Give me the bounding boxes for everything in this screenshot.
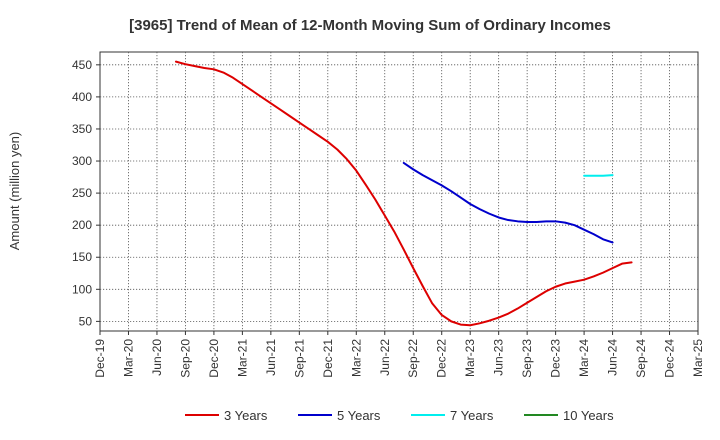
x-tick-label: Dec-21 (321, 339, 335, 378)
y-tick-label: 250 (72, 186, 92, 200)
series-line-3-years (174, 60, 633, 327)
y-tick-label: 400 (72, 90, 92, 104)
x-tick-label: Sep-23 (520, 339, 534, 378)
series-line-5-years (402, 161, 614, 244)
x-tick-label: Mar-24 (577, 339, 591, 377)
legend-label: 7 Years (450, 408, 494, 423)
x-tick-label: Mar-22 (349, 339, 363, 377)
x-tick-label: Mar-25 (691, 339, 705, 377)
y-tick-label: 50 (79, 314, 93, 328)
x-tick-label: Jun-21 (264, 339, 278, 376)
y-tick-label: 150 (72, 250, 92, 264)
x-tick-label: Sep-22 (406, 339, 420, 378)
x-tick-label: Jun-23 (492, 339, 506, 376)
x-tick-label: Dec-22 (435, 339, 449, 378)
series-lines (174, 60, 633, 327)
x-tick-label: Mar-23 (463, 339, 477, 377)
x-tick-label: Jun-22 (378, 339, 392, 376)
x-tick-label: Jun-20 (150, 339, 164, 376)
x-tick-label: Sep-21 (292, 339, 306, 378)
legend-label: 3 Years (224, 408, 268, 423)
legend-label: 5 Years (337, 408, 381, 423)
y-axis: 50 100 150 200 250 300 350 400 450 (72, 58, 100, 328)
legend: 3 Years 5 Years 7 Years 10 Years (185, 408, 614, 423)
y-tick-label: 350 (72, 122, 92, 136)
x-tick-label: Dec-19 (93, 339, 107, 378)
y-tick-label: 200 (72, 218, 92, 232)
plot-area (99, 51, 699, 332)
x-axis: Dec-19 Mar-20 Jun-20 Sep-20 Dec-20 Mar-21 Jun-… (93, 331, 705, 378)
y-tick-label: 300 (72, 154, 92, 168)
x-tick-label: Jun-24 (606, 339, 620, 376)
grid (100, 52, 698, 331)
series-line-7-years (583, 174, 614, 177)
legend-label: 10 Years (563, 408, 614, 423)
x-tick-label: Dec-23 (549, 339, 563, 378)
x-tick-label: Sep-20 (178, 339, 192, 378)
x-tick-label: Sep-24 (634, 339, 648, 378)
y-axis-label: Amount (million yen) (7, 132, 22, 251)
chart-title: [3965] Trend of Mean of 12-Month Moving … (129, 17, 611, 34)
x-tick-label: Dec-24 (663, 339, 677, 378)
y-tick-label: 100 (72, 282, 92, 296)
y-tick-label: 450 (72, 58, 92, 72)
x-tick-label: Mar-20 (121, 339, 135, 377)
x-tick-label: Mar-21 (235, 339, 249, 377)
x-tick-label: Dec-20 (207, 339, 221, 378)
